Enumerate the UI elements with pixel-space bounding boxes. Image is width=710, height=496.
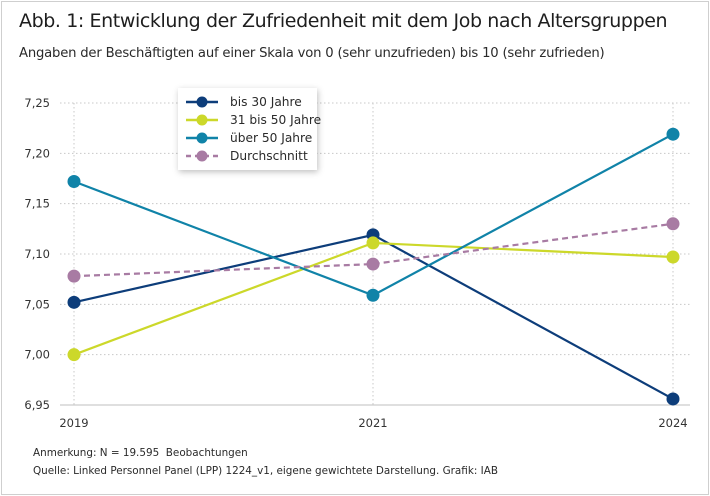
legend-label: bis 30 Jahre bbox=[230, 95, 302, 109]
legend-item-ueber-50: über 50 Jahre bbox=[184, 129, 312, 147]
chart-title: Abb. 1: Entwicklung der Zufriedenheit mi… bbox=[19, 10, 668, 32]
x-tick-label: 2019 bbox=[59, 416, 88, 430]
legend-label: Durchschnitt bbox=[230, 149, 308, 163]
data-point bbox=[67, 269, 81, 283]
y-tick-label: 6,95 bbox=[24, 398, 50, 412]
y-tick-label: 7,05 bbox=[24, 297, 50, 311]
legend-marker-icon bbox=[186, 132, 218, 144]
note-source: Quelle: Linked Personnel Panel (LPP) 122… bbox=[33, 465, 498, 477]
data-point bbox=[67, 295, 81, 309]
chart-subtitle: Angaben der Beschäftigten auf einer Skal… bbox=[19, 46, 605, 61]
data-point bbox=[366, 236, 380, 250]
series-line bbox=[73, 222, 674, 278]
data-point bbox=[67, 348, 81, 362]
y-tick-label: 7,20 bbox=[24, 146, 50, 160]
legend-marker-icon bbox=[186, 114, 218, 126]
data-point bbox=[366, 288, 380, 302]
data-point bbox=[666, 127, 680, 141]
y-tick-label: 7,10 bbox=[24, 247, 50, 261]
y-tick-label: 7,00 bbox=[24, 348, 50, 362]
data-point bbox=[67, 175, 81, 189]
legend-item-durchschnitt: Durchschnitt bbox=[184, 147, 308, 165]
data-point bbox=[366, 257, 380, 271]
legend-item-bis-30: bis 30 Jahre bbox=[184, 93, 302, 111]
legend-marker-icon bbox=[186, 96, 218, 108]
legend-label: 31 bis 50 Jahre bbox=[230, 113, 322, 127]
legend-item-31-50: 31 bis 50 Jahre bbox=[184, 111, 321, 129]
x-tick-label: 2024 bbox=[658, 416, 687, 430]
data-point bbox=[666, 250, 680, 264]
y-tick-label: 7,15 bbox=[24, 197, 50, 211]
x-tick-label: 2021 bbox=[358, 416, 387, 430]
data-point bbox=[666, 217, 680, 231]
y-tick-label: 7,25 bbox=[24, 96, 50, 110]
legend-label: über 50 Jahre bbox=[230, 131, 313, 145]
legend-marker-icon bbox=[186, 150, 218, 162]
data-point bbox=[666, 392, 680, 406]
legend: bis 30 Jahre 31 bis 50 Jahre über 50 Jah… bbox=[178, 88, 321, 170]
note-remark: Anmerkung: N = 19.595 Beobachtungen bbox=[33, 447, 248, 459]
